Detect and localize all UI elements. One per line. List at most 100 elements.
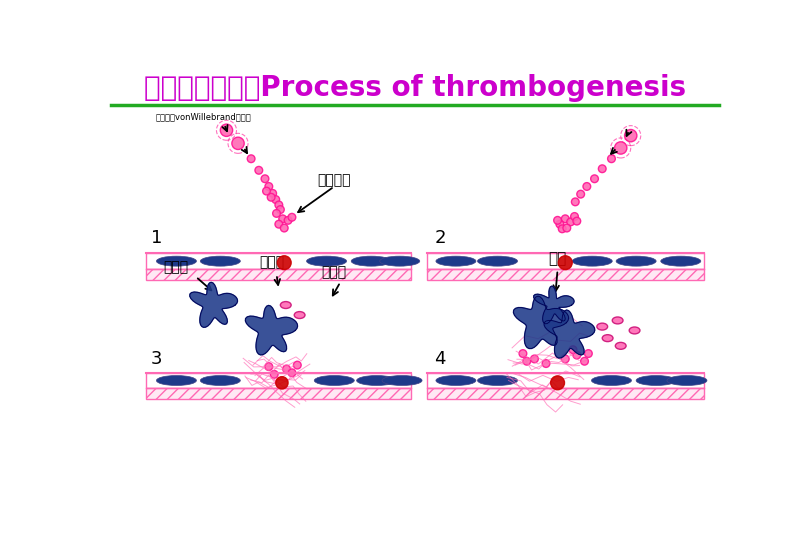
Ellipse shape [661,256,701,266]
Polygon shape [544,310,595,358]
Circle shape [571,198,579,206]
Ellipse shape [612,317,623,324]
Ellipse shape [200,256,241,266]
Circle shape [276,206,284,213]
Circle shape [272,195,279,204]
Circle shape [288,369,296,377]
Text: 3: 3 [151,349,163,368]
Ellipse shape [294,312,305,319]
Circle shape [561,215,569,222]
Circle shape [275,201,283,209]
Text: 血栓: 血栓 [548,252,567,266]
Bar [146,388,411,399]
Ellipse shape [380,256,420,266]
Circle shape [232,137,244,150]
Circle shape [267,193,275,201]
Ellipse shape [629,327,640,334]
Polygon shape [514,296,569,348]
Circle shape [590,175,599,183]
Text: 红细胞: 红细胞 [259,255,284,269]
Ellipse shape [200,375,241,386]
Circle shape [554,217,561,224]
Text: 内皮损失: 内皮损失 [318,173,351,187]
Circle shape [273,210,280,217]
Circle shape [284,217,292,224]
Bar [427,253,704,269]
Circle shape [261,175,269,183]
Circle shape [558,225,566,233]
Circle shape [265,183,273,190]
Ellipse shape [477,256,518,266]
Circle shape [581,357,588,365]
Circle shape [277,256,291,269]
Circle shape [571,213,578,220]
Ellipse shape [603,335,613,342]
Circle shape [558,256,572,269]
Ellipse shape [382,375,422,386]
Text: 纤维素: 纤维素 [322,266,347,280]
Ellipse shape [436,256,476,266]
Circle shape [247,155,255,163]
Circle shape [262,187,271,195]
Circle shape [275,377,288,389]
Ellipse shape [597,323,608,330]
Circle shape [577,190,585,198]
Circle shape [551,376,565,390]
Circle shape [275,220,283,228]
Circle shape [569,346,577,354]
Circle shape [563,224,571,232]
Text: 血栓的形成过程Process of thrombogenesis: 血栓的形成过程Process of thrombogenesis [144,74,686,102]
Circle shape [269,190,276,197]
Circle shape [556,220,564,228]
Circle shape [585,350,592,357]
Bar [427,269,704,280]
Ellipse shape [156,375,197,386]
Circle shape [608,155,616,163]
Text: 2: 2 [434,230,446,247]
Polygon shape [190,282,237,327]
Ellipse shape [314,375,354,386]
Ellipse shape [572,256,612,266]
Polygon shape [534,286,574,324]
Circle shape [583,183,590,190]
Circle shape [265,363,273,370]
Ellipse shape [616,256,656,266]
Ellipse shape [352,256,391,266]
Ellipse shape [636,375,676,386]
Bar [146,253,411,269]
Circle shape [625,130,637,142]
Text: 1: 1 [151,230,162,247]
Circle shape [519,350,526,357]
Ellipse shape [356,375,397,386]
Circle shape [561,355,569,363]
Circle shape [567,218,574,226]
Polygon shape [245,306,297,355]
Circle shape [280,224,288,232]
Circle shape [542,360,550,367]
Circle shape [573,351,581,359]
Ellipse shape [436,375,476,386]
Circle shape [220,124,232,137]
Ellipse shape [280,301,291,308]
Ellipse shape [306,256,347,266]
Circle shape [531,355,539,363]
Bar [146,373,411,388]
Text: 白细胞: 白细胞 [164,260,189,274]
Circle shape [615,142,627,154]
Text: 血小板（vonWillebrand因子）: 血小板（vonWillebrand因子） [156,112,251,121]
Circle shape [523,357,531,365]
Circle shape [288,213,296,221]
Ellipse shape [591,375,632,386]
Circle shape [271,370,278,378]
Circle shape [283,365,290,373]
Ellipse shape [667,375,707,386]
Bar [427,388,704,399]
Text: 4: 4 [434,349,446,368]
Circle shape [573,217,581,225]
Bar [427,373,704,388]
Circle shape [255,166,262,174]
Ellipse shape [616,342,626,349]
Ellipse shape [477,375,518,386]
Circle shape [279,215,287,222]
Circle shape [293,361,301,369]
